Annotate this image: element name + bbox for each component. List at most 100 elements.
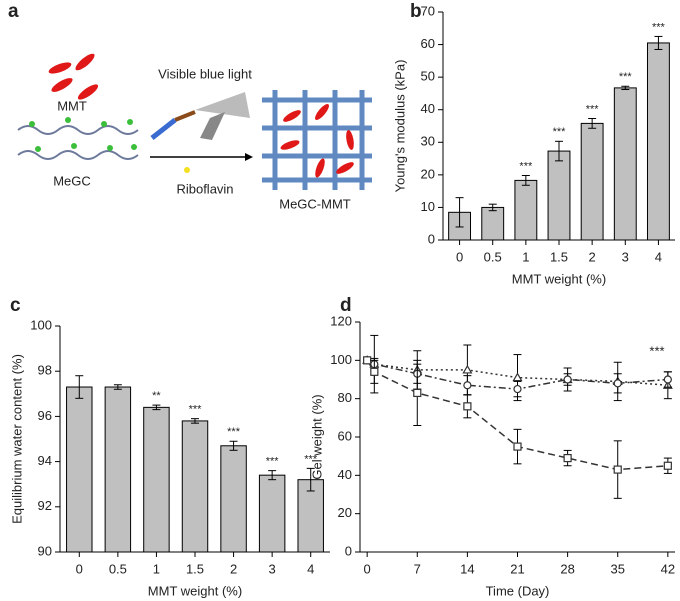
x-tick-label: 42	[661, 561, 675, 576]
x-tick-label: 1.5	[550, 249, 568, 264]
panel-label: a	[8, 1, 19, 22]
marker	[513, 442, 522, 451]
marker	[613, 379, 622, 388]
y-axis-label: Equilibrium water content (%)	[9, 354, 24, 524]
bar	[580, 122, 604, 241]
network	[262, 90, 372, 190]
network-mmt	[280, 104, 354, 178]
x-tick-label: 3	[622, 249, 629, 264]
y-tick-label: 30	[421, 134, 435, 149]
x-tick-label: 0	[364, 561, 371, 576]
bar	[481, 206, 505, 241]
x-axis-label: MMT weight (%)	[512, 271, 606, 286]
y-tick-label: 120	[330, 313, 352, 328]
x-tick-label: 21	[510, 561, 524, 576]
y-tick-label: 96	[38, 408, 52, 423]
x-axis-label: Time (Day)	[486, 583, 550, 598]
diagram: a MMT MeGC Visible blue light Riboflavin	[8, 1, 372, 211]
y-tick-label: 20	[338, 505, 352, 520]
marker	[663, 461, 672, 470]
x-tick-label: 1.5	[186, 561, 204, 576]
megc-label: MeGC	[53, 173, 91, 188]
significance: ***	[652, 21, 666, 33]
x-tick-label: 2	[230, 561, 237, 576]
significance: ***	[586, 103, 600, 115]
marker	[513, 384, 522, 394]
marker	[613, 465, 622, 474]
y-tick-label: 50	[421, 69, 435, 84]
y-tick-label: 20	[421, 166, 435, 181]
mmt-particles	[48, 53, 99, 100]
bar	[547, 150, 571, 241]
marker	[563, 375, 572, 384]
x-tick-label: 0	[76, 561, 83, 576]
marker	[413, 388, 422, 398]
y-tick-label: 40	[421, 101, 435, 116]
x-tick-label: 1	[522, 249, 529, 264]
marker	[512, 372, 523, 382]
bar	[66, 386, 93, 553]
y-tick-label: 100	[30, 317, 52, 332]
light-label: Visible blue light	[158, 66, 252, 81]
y-tick-label: 60	[338, 428, 352, 443]
significance: ***	[266, 456, 280, 468]
x-tick-label: 4	[307, 561, 314, 576]
significance: ***	[553, 126, 567, 138]
megc-chains	[17, 125, 139, 160]
panel-label: d	[340, 295, 352, 316]
bar	[613, 87, 637, 241]
series-line	[366, 359, 668, 471]
x-tick-label: 2	[589, 249, 596, 264]
bar	[646, 42, 670, 241]
bar	[181, 420, 209, 553]
bar	[143, 406, 170, 553]
y-tick-label: 0	[345, 543, 352, 558]
marker	[363, 356, 372, 365]
x-tick-label: 28	[560, 561, 574, 576]
marker	[663, 375, 672, 384]
marker	[462, 364, 473, 374]
y-tick-label: 40	[338, 467, 352, 482]
marker	[463, 402, 472, 411]
panel-label: b	[410, 1, 422, 22]
y-tick-label: 70	[421, 3, 435, 18]
significance: ***	[304, 453, 318, 465]
y-tick-label: 94	[38, 453, 52, 468]
bar	[514, 179, 538, 241]
riboflavin-label: Riboflavin	[176, 181, 233, 196]
significance: ***	[619, 71, 633, 83]
y-tick-label: 98	[38, 363, 52, 378]
y-axis-label: Young's modulus (kPa)	[392, 60, 407, 193]
significance: **	[152, 390, 161, 402]
x-axis-label: MMT weight (%)	[148, 583, 242, 598]
panel-label: c	[10, 295, 21, 316]
y-tick-label: 60	[421, 36, 435, 51]
y-tick-label: 100	[330, 352, 352, 367]
y-tick-label: 0	[428, 231, 435, 246]
y-tick-label: 92	[38, 498, 52, 513]
y-tick-label: 10	[421, 199, 435, 214]
mmt-label: MMT	[57, 98, 87, 113]
bar	[258, 474, 286, 553]
x-tick-label: 4	[655, 249, 662, 264]
bar	[220, 445, 247, 553]
series-line	[366, 359, 668, 390]
x-tick-label: 0.5	[484, 249, 502, 264]
x-tick-label: 0	[456, 249, 463, 264]
annotation: ***	[649, 343, 664, 358]
arrow-head	[245, 153, 253, 161]
x-tick-label: 1	[153, 561, 160, 576]
y-tick-label: 90	[38, 543, 52, 558]
significance: ***	[189, 404, 203, 416]
light-source	[150, 92, 250, 173]
y-tick-label: 80	[338, 390, 352, 405]
x-tick-label: 0.5	[109, 561, 127, 576]
significance: ***	[519, 160, 533, 172]
bar	[104, 386, 132, 553]
x-tick-label: 7	[414, 561, 421, 576]
marker	[563, 453, 572, 463]
x-tick-label: 14	[460, 561, 474, 576]
x-tick-label: 35	[610, 561, 624, 576]
y-axis-label: Gel weight (%)	[309, 394, 324, 479]
